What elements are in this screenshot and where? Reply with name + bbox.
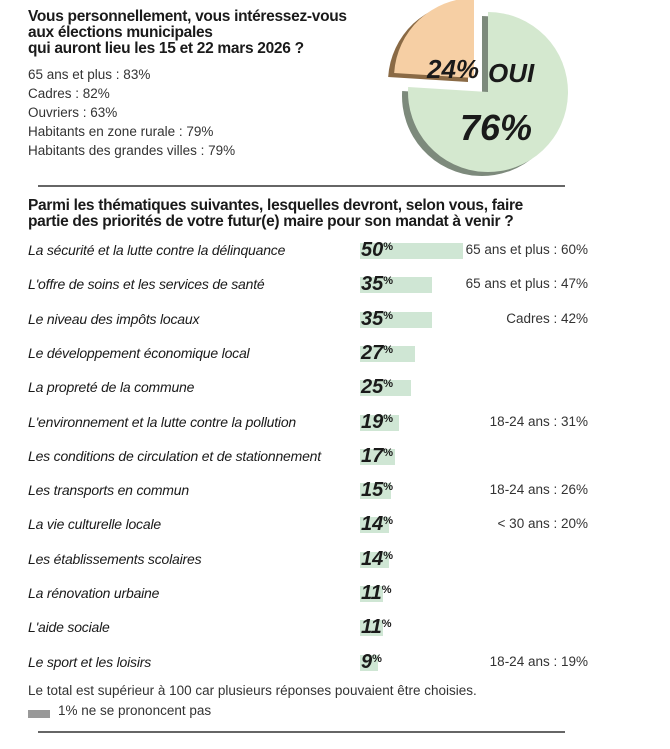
footnote: Le total est supérieur à 100 car plusieu…	[28, 683, 477, 698]
subgroup: 65 ans et plus : 83%	[28, 67, 151, 82]
bar-value: 11%	[361, 616, 392, 639]
pie-slice-yes	[408, 12, 568, 172]
bar-label: L'environnement et la lutte contre la po…	[28, 413, 297, 430]
bar-value: 50%	[361, 239, 394, 261]
bar-note: 18-24 ans : 31%	[489, 413, 588, 429]
bar-label: La propreté de la commune	[28, 379, 195, 396]
subgroup: Habitants des grandes villes : 79%	[28, 143, 236, 158]
pie-label-oui: OUI	[488, 58, 535, 88]
pie-label-yes: 76%	[460, 107, 532, 148]
legend-swatch	[28, 710, 50, 718]
q2-title-line: partie des priorités de votre futur(e) m…	[28, 213, 514, 230]
bar-label: La sécurité et la lutte contre la délinq…	[28, 242, 286, 258]
bar-label: Le sport et les loisirs	[28, 653, 152, 670]
bar-label: L'aide sociale	[28, 619, 110, 636]
bar-value: 9%	[361, 650, 382, 673]
subgroup: Cadres : 82%	[28, 86, 110, 101]
bar	[360, 551, 389, 568]
bar	[360, 345, 416, 362]
bar-value: 19%	[361, 410, 394, 433]
bar-label: Les conditions de circulation et de stat…	[28, 447, 321, 464]
bar	[360, 517, 389, 534]
bar-value: 17%	[361, 444, 394, 467]
bar-label: La rénovation urbaine	[28, 585, 160, 601]
divider	[38, 731, 565, 733]
bar-label: Les transports en commun	[28, 482, 189, 499]
bar	[360, 243, 463, 259]
bar-value: 15%	[361, 479, 394, 502]
bar-note: 65 ans et plus : 60%	[465, 242, 588, 257]
bar	[360, 483, 391, 500]
bar-note: 18-24 ans : 26%	[489, 482, 588, 498]
q1-title: Vous personnellement, vous intéressez-vo…	[28, 9, 347, 57]
bar	[360, 311, 432, 328]
q2-title: Parmi les thématiques suivantes, lesquel…	[28, 198, 523, 230]
bar	[360, 620, 383, 637]
pie-label-no: 24%	[426, 54, 479, 84]
bar-note: 18-24 ans : 19%	[489, 653, 588, 669]
subgroup: Habitants en zone rurale : 79%	[28, 124, 214, 139]
bar-value: 35%	[361, 273, 394, 296]
bar-label: L'offre de soins et les services de sant…	[28, 276, 265, 293]
subgroup: Ouvriers : 63%	[28, 105, 118, 120]
bar-value: 11%	[361, 582, 392, 604]
q1-title-line: aux élections municipales	[28, 24, 213, 41]
bar	[360, 448, 395, 465]
pie-chart: 24% OUI 76%	[388, 0, 568, 176]
bar-value: 14%	[361, 547, 394, 570]
bar-value: 14%	[361, 513, 394, 536]
bar-label: Le développement économique local	[28, 344, 250, 361]
q1-title-line: qui auront lieu les 15 et 22 mars 2026 ?	[28, 40, 304, 57]
bar-label: La vie culturelle locale	[28, 516, 161, 533]
bar	[360, 414, 399, 431]
bar-note: Cadres : 42%	[506, 310, 588, 326]
q2-title-line: Parmi les thématiques suivantes, lesquel…	[28, 197, 523, 214]
q1-title-line: Vous personnellement, vous intéressez-vo…	[28, 8, 347, 25]
legend-label: 1% ne se prononcent pas	[58, 703, 212, 718]
bar	[360, 277, 432, 294]
bar-value: 35%	[361, 307, 394, 330]
bar-note: < 30 ans : 20%	[497, 516, 588, 532]
divider	[38, 185, 565, 187]
bar	[360, 654, 379, 671]
q1-subgroups: 65 ans et plus : 83% Cadres : 82% Ouvrie…	[28, 65, 235, 160]
bar-label: Le niveau des impôts locaux	[28, 310, 200, 327]
bar-value: 27%	[361, 341, 394, 364]
bar-value: 25%	[361, 376, 394, 399]
bar	[360, 586, 383, 602]
bar-note: 65 ans et plus : 47%	[465, 276, 588, 292]
bar	[360, 380, 412, 397]
pie-slice-no	[394, 0, 474, 78]
bar-label: Les établissements scolaires	[28, 550, 202, 567]
